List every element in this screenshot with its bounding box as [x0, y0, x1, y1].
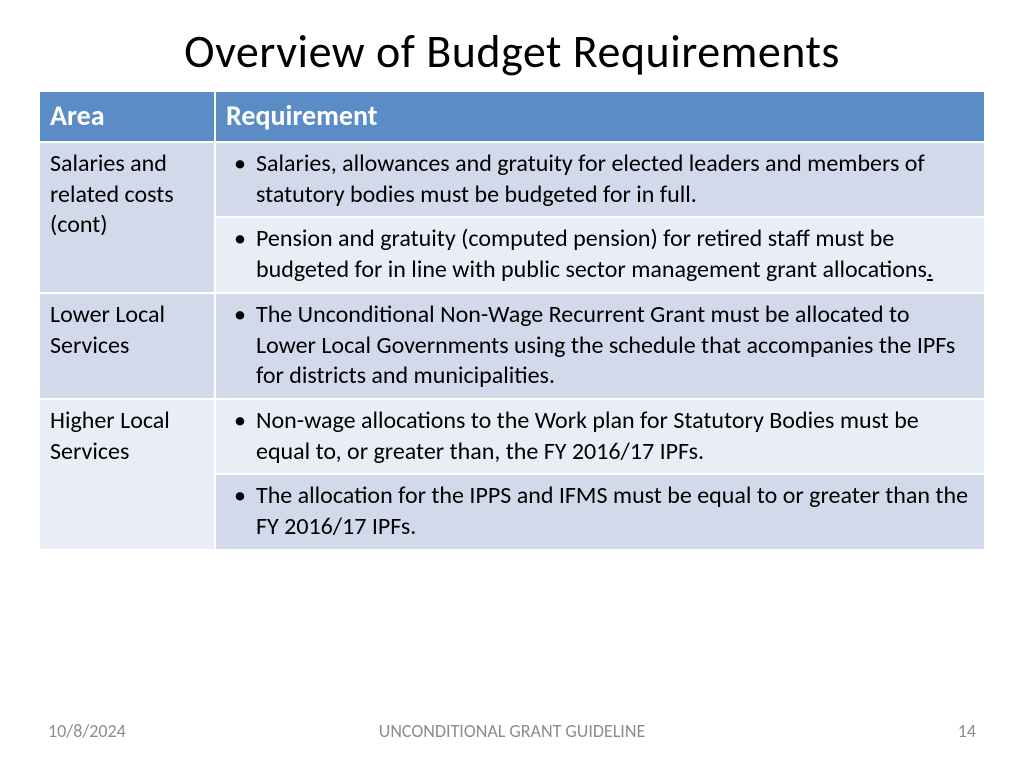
requirement-text: Salaries, allowances and gratuity for el… [256, 149, 976, 210]
requirement-text: Pension and gratuity (computed pension) … [256, 224, 976, 285]
col-header-area: Area [40, 92, 215, 142]
requirement-cell: •Pension and gratuity (computed pension)… [215, 217, 984, 292]
table-row: Salaries and related costs (cont)•Salari… [40, 142, 984, 217]
requirement-cell: •The allocation for the IPPS and IFMS mu… [215, 474, 984, 548]
bullet-icon: • [226, 224, 256, 285]
bullet-icon: • [226, 300, 256, 392]
requirements-table: Area Requirement Salaries and related co… [40, 92, 984, 549]
col-header-requirement: Requirement [215, 92, 984, 142]
table-row: Higher Local Services•Non-wage allocatio… [40, 399, 984, 474]
area-cell: Lower Local Services [40, 293, 215, 399]
bullet-icon: • [226, 406, 256, 467]
requirement-text: The allocation for the IPPS and IFMS mus… [256, 481, 976, 542]
bullet-icon: • [226, 481, 256, 542]
requirement-cell: •Salaries, allowances and gratuity for e… [215, 142, 984, 217]
table-row: Lower Local Services•The Unconditional N… [40, 293, 984, 399]
page-title: Overview of Budget Requirements [40, 24, 984, 80]
bullet-icon: • [226, 149, 256, 210]
slide-footer: 10/8/2024 UNCONDITIONAL GRANT GUIDELINE … [0, 720, 1024, 742]
requirement-text: Non-wage allocations to the Work plan fo… [256, 406, 976, 467]
slide: Overview of Budget Requirements Area Req… [0, 0, 1024, 768]
area-cell: Higher Local Services [40, 399, 215, 549]
requirement-cell: •The Unconditional Non-Wage Recurrent Gr… [215, 293, 984, 399]
footer-title: UNCONDITIONAL GRANT GUIDELINE [0, 720, 1024, 742]
requirement-text: The Unconditional Non-Wage Recurrent Gra… [256, 300, 976, 392]
table-header-row: Area Requirement [40, 92, 984, 142]
footer-page: 14 [958, 720, 976, 742]
footer-date: 10/8/2024 [48, 720, 126, 742]
area-cell: Salaries and related costs (cont) [40, 142, 215, 293]
requirement-cell: •Non-wage allocations to the Work plan f… [215, 399, 984, 474]
